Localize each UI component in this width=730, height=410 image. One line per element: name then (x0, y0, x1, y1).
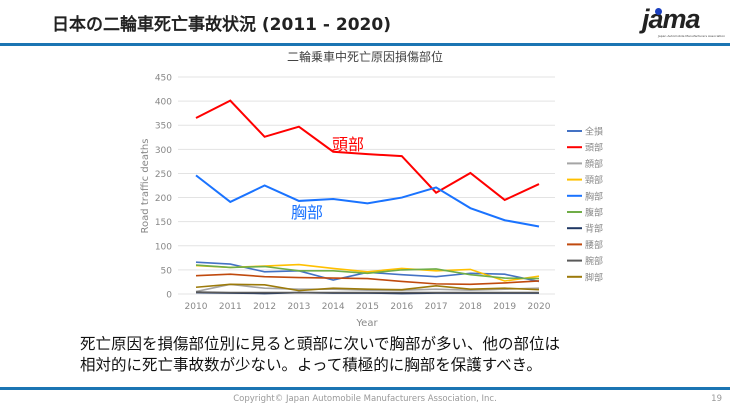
chart-title: 二輪乗車中死亡原因損傷部位 (286, 50, 443, 64)
y-tick-label: 150 (155, 218, 172, 228)
x-tick-label: 2020 (528, 302, 551, 312)
y-tick-label: 250 (155, 170, 172, 180)
y-tick-label: 450 (155, 74, 172, 84)
series-line-頭部 (195, 99, 540, 202)
jama-logo: jama Japan Automobile Manufacturers Asso… (642, 4, 726, 38)
x-tick-label: 2017 (425, 302, 448, 312)
legend-label: 腹部 (585, 207, 603, 219)
body-text: 死亡原因を損傷部位別に見ると頭部に次いで胸部が多い、他の部位は 相対的に死亡事故… (80, 334, 560, 376)
footer-divider (0, 387, 730, 390)
annotation-head: 頭部 (332, 135, 364, 154)
legend-label: 脚部 (585, 271, 603, 283)
y-tick-label: 0 (166, 291, 172, 301)
series-line-腰部 (195, 273, 540, 286)
page-number: 19 (711, 394, 722, 404)
annotation-chest: 胸部 (291, 203, 323, 222)
x-tick-label: 2016 (390, 302, 413, 312)
y-axis-label: Road traffic deaths (140, 139, 151, 234)
x-tick-label: 2011 (219, 302, 242, 312)
y-tick-label: 350 (155, 122, 172, 132)
series-line-胸部 (195, 174, 540, 228)
header-divider (0, 43, 730, 46)
legend-label: 全損 (585, 126, 603, 138)
y-tick-label: 200 (155, 194, 172, 204)
x-axis-label: Year (355, 318, 378, 329)
x-tick-label: 2012 (253, 302, 276, 312)
legend-label: 腰部 (585, 239, 603, 251)
y-tick-label: 300 (155, 146, 172, 156)
y-tick-label: 100 (155, 242, 172, 252)
body-line-2: 相対的に死亡事故数が少ない。よって積極的に胸部を保護すべき。 (80, 356, 542, 374)
x-tick-label: 2019 (493, 302, 516, 312)
x-tick-label: 2014 (322, 302, 345, 312)
legend-label: 顔部 (585, 158, 603, 170)
x-tick-label: 2015 (356, 302, 379, 312)
series-line-脚部 (195, 283, 540, 292)
slide-title: 日本の二輪車死亡事故状況 (2011 - 2020) (52, 15, 391, 35)
line-chart: 0 50 100 150 200 250 300 350 400 450 2010 2011 2012 2… (140, 74, 603, 330)
body-line-1: 死亡原因を損傷部位別に見ると頭部に次いで胸部が多い、他の部位は (80, 335, 561, 353)
legend-label: 胸部 (585, 190, 603, 202)
copyright: Copyright© Japan Automobile Manufacturer… (233, 394, 497, 404)
legend-label: 背部 (585, 223, 603, 235)
x-tick-label: 2018 (459, 302, 482, 312)
legend-label: 頭部 (585, 142, 603, 154)
series-line-腹部 (195, 264, 540, 280)
legend-label: 腕部 (585, 255, 603, 267)
series-line-顔部 (195, 283, 540, 293)
y-tick-label: 50 (161, 266, 173, 276)
legend-label: 頸部 (585, 174, 603, 186)
y-tick-label: 400 (155, 98, 172, 108)
x-tick-label: 2010 (185, 302, 208, 312)
x-tick-label: 2013 (287, 302, 310, 312)
